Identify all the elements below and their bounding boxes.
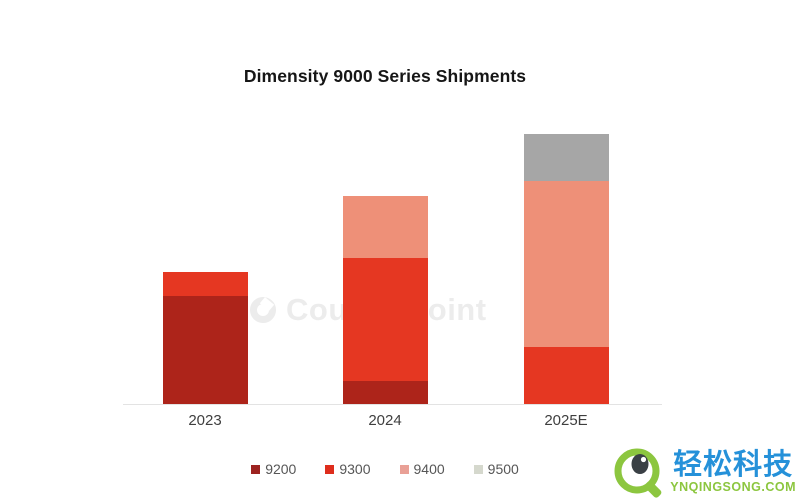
legend-item-9500: 9500 xyxy=(473,461,519,477)
bar-2024 xyxy=(342,196,428,404)
plot-area xyxy=(123,134,662,405)
bar-segment-9400-2025E xyxy=(523,181,609,347)
legend-label-9300: 9300 xyxy=(339,461,371,477)
legend-item-9200: 9200 xyxy=(251,461,296,477)
bar-segment-9200-2024 xyxy=(342,381,428,404)
bar-segment-9300-2023 xyxy=(162,272,248,296)
legend: 9200 9300 9400 9500 xyxy=(0,461,770,477)
bar-segment-9200-2023 xyxy=(162,296,248,404)
xtick-label-2024: 2024 xyxy=(368,412,402,429)
bar-segment-9300-2025E xyxy=(523,347,609,404)
bar-segment-9500-2025E xyxy=(523,134,609,181)
legend-label-9200: 9200 xyxy=(265,461,297,477)
x-axis-line xyxy=(123,404,662,405)
brand-domain-url: YNQINGSONG.COM xyxy=(670,480,796,495)
bar-2023 xyxy=(162,272,248,404)
legend-label-9500: 9500 xyxy=(487,461,519,477)
site-logo: 轻松科技 YNQINGSONG.COM xyxy=(612,445,796,499)
chart-title: Dimensity 9000 Series Shipments xyxy=(243,66,527,86)
bar-segment-9300-2024 xyxy=(342,258,428,381)
yqingsong-mascot-icon xyxy=(614,448,662,498)
counterpoint-logo-icon xyxy=(250,297,276,323)
legend-swatch-9500 xyxy=(473,464,483,474)
legend-swatch-9400 xyxy=(399,464,409,474)
legend-item-9300: 9300 xyxy=(325,461,371,477)
bar-segment-9400-2024 xyxy=(342,196,428,258)
site-logo-text: 轻松科技 YNQINGSONG.COM xyxy=(670,448,796,495)
brand-name-cn: 轻松科技 xyxy=(673,448,794,481)
bar-2025E xyxy=(523,134,609,404)
legend-swatch-9300 xyxy=(325,464,335,474)
legend-item-9400: 9400 xyxy=(399,461,445,477)
legend-label-9400: 9400 xyxy=(413,461,445,477)
xtick-label-2025E: 2025E xyxy=(544,412,588,429)
legend-swatch-9200 xyxy=(251,464,261,474)
xtick-label-2023: 2023 xyxy=(188,412,222,429)
